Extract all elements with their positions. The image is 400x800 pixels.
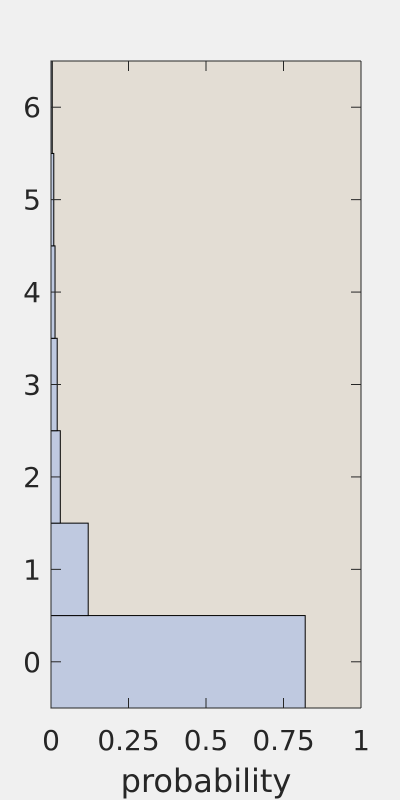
y-tick-label: 2 [23, 461, 41, 494]
y-tick-label: 3 [23, 369, 41, 402]
y-tick-label: 4 [23, 276, 41, 309]
y-tick-label: 6 [23, 91, 41, 124]
x-tick-label: 0.25 [97, 724, 159, 757]
x-tick-label: 0.5 [184, 724, 229, 757]
x-tick-label: 0.75 [252, 724, 314, 757]
x-tick-label: 0 [42, 724, 60, 757]
y-tick-label: 1 [23, 553, 41, 586]
y-tick-label: 5 [23, 184, 41, 217]
x-tick-label: 1 [352, 724, 370, 757]
x-axis-title: probability [121, 762, 292, 800]
plot-area [51, 61, 361, 708]
y-tick-label: 0 [23, 646, 41, 679]
bar-0 [50, 615, 306, 709]
axes-group: 0 0.25 0.5 0.75 1 0 1 2 3 4 5 6 [23, 60, 370, 757]
